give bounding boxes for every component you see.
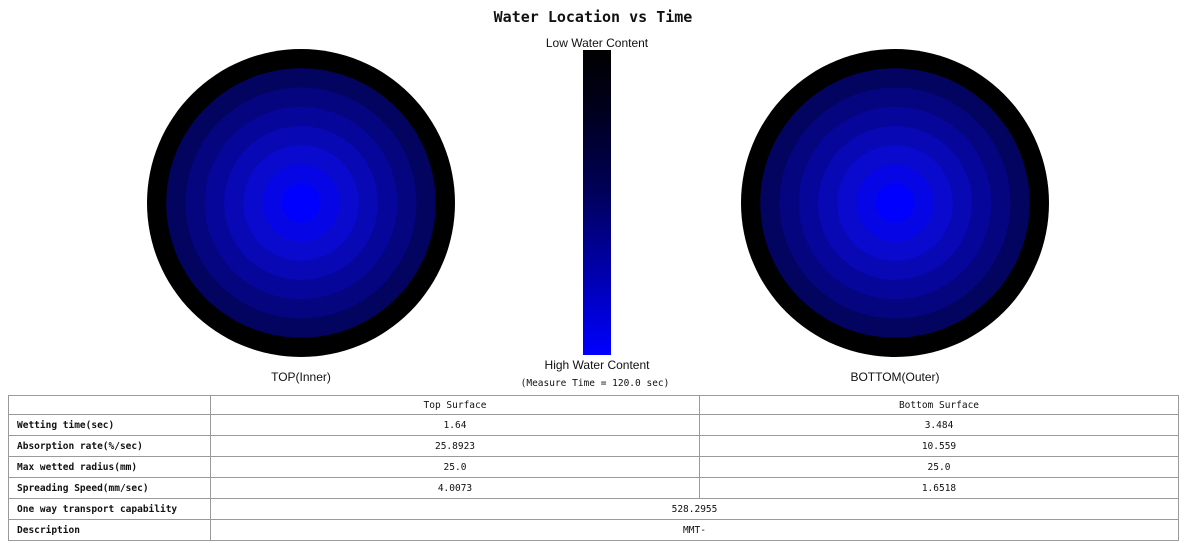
top-value: 25.0 — [210, 456, 700, 478]
legend-color-bar — [583, 50, 611, 355]
table-row: Description MMT- — [8, 519, 1179, 541]
top-inner-label: TOP(Inner) — [271, 370, 331, 384]
bottom-value: 10.559 — [699, 435, 1179, 457]
ring-1 — [281, 183, 321, 223]
top-value: 4.0073 — [210, 477, 700, 499]
top-value: 25.8923 — [210, 435, 700, 457]
header-top-surface: Top Surface — [210, 395, 700, 415]
results-table: Top Surface Bottom Surface Wetting time(… — [8, 395, 1179, 541]
table-row: Spreading Speed(mm/sec) 4.0073 1.6518 — [8, 477, 1179, 499]
spanning-value: MMT- — [210, 519, 1179, 541]
table-row: One way transport capability 528.2955 — [8, 498, 1179, 520]
header-empty — [8, 395, 211, 415]
table-row: Max wetted radius(mm) 25.0 25.0 — [8, 456, 1179, 478]
row-label: Absorption rate(%/sec) — [8, 435, 211, 457]
bottom-outer-disc — [741, 49, 1049, 357]
legend-bottom-label: High Water Content — [544, 358, 650, 372]
measure-time-note: (Measure Time = 120.0 sec) — [520, 378, 670, 389]
row-label: Spreading Speed(mm/sec) — [8, 477, 211, 499]
ring-1 — [875, 183, 915, 223]
table-header-row: Top Surface Bottom Surface — [8, 395, 1179, 415]
header-bottom-surface: Bottom Surface — [699, 395, 1179, 415]
row-label: Wetting time(sec) — [8, 414, 211, 436]
bottom-value: 25.0 — [699, 456, 1179, 478]
bottom-outer-label: BOTTOM(Outer) — [850, 370, 940, 384]
row-label: Max wetted radius(mm) — [8, 456, 211, 478]
legend-top-label: Low Water Content — [545, 36, 649, 50]
chart-title: Water Location vs Time — [493, 8, 693, 26]
table-row: Wetting time(sec) 1.64 3.484 — [8, 414, 1179, 436]
top-inner-disc — [147, 49, 455, 357]
table-row: Absorption rate(%/sec) 25.8923 10.559 — [8, 435, 1179, 457]
bottom-value: 3.484 — [699, 414, 1179, 436]
top-value: 1.64 — [210, 414, 700, 436]
row-label: One way transport capability — [8, 498, 211, 520]
bottom-value: 1.6518 — [699, 477, 1179, 499]
spanning-value: 528.2955 — [210, 498, 1179, 520]
row-label: Description — [8, 519, 211, 541]
